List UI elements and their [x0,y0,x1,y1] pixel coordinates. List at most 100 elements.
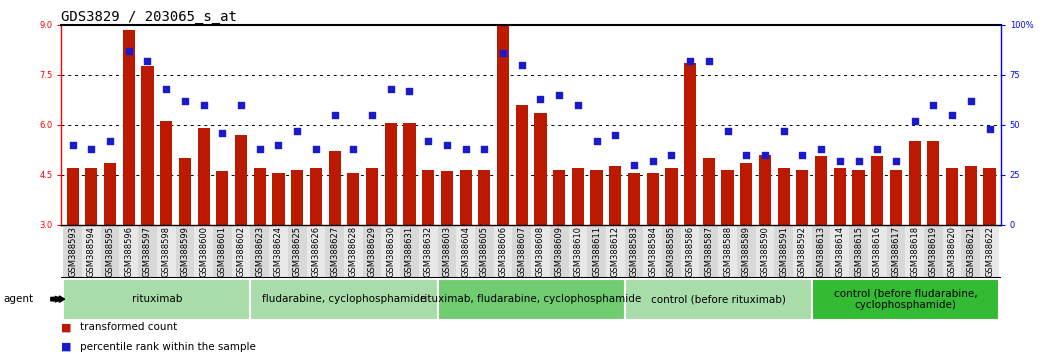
Bar [213,225,232,278]
Bar [176,225,194,278]
Bar [684,63,696,225]
Point [121,48,138,53]
Bar [796,170,808,225]
Text: GSM388597: GSM388597 [143,226,152,277]
Bar [703,158,715,225]
Point [214,130,231,136]
Text: GSM388601: GSM388601 [218,226,227,277]
Bar [965,166,976,225]
Bar [86,168,97,225]
Text: GSM388625: GSM388625 [292,226,302,277]
Text: GSM388584: GSM388584 [648,226,658,277]
Bar [830,225,849,278]
Text: GSM388617: GSM388617 [892,226,900,277]
Bar [591,170,603,225]
Bar [366,168,378,225]
Bar [759,155,771,225]
Bar [160,121,173,225]
Bar [756,225,774,278]
Bar [423,170,434,225]
Text: control (before fludarabine,
cyclophosphamide): control (before fludarabine, cyclophosph… [833,288,977,310]
Text: GSM388631: GSM388631 [405,226,414,277]
Bar [516,105,527,225]
Bar [272,173,285,225]
Bar [306,225,325,278]
Bar [628,173,640,225]
Point [102,138,119,144]
Point [663,152,680,158]
Text: GSM388603: GSM388603 [443,226,451,277]
Point [944,112,961,118]
Bar [793,225,812,278]
Point [570,102,587,108]
Point [65,142,82,148]
Text: GSM388600: GSM388600 [199,226,209,277]
Text: GSM388621: GSM388621 [966,226,975,277]
Text: rituximab: rituximab [131,294,182,304]
Bar [777,168,790,225]
Text: GSM388590: GSM388590 [760,226,770,277]
Bar [928,142,939,225]
Point [177,98,194,104]
Point [644,158,661,164]
Point [363,112,380,118]
Text: GSM388626: GSM388626 [311,226,321,277]
Point [475,146,492,152]
Text: GSM388622: GSM388622 [985,226,994,277]
Point [963,98,980,104]
Text: GSM388616: GSM388616 [873,226,882,277]
Bar [250,225,269,278]
Text: percentile rank within the sample: percentile rank within the sample [80,342,256,352]
Text: GSM388618: GSM388618 [910,226,919,277]
Point [850,158,867,164]
Bar [909,142,920,225]
Text: GSM388593: GSM388593 [68,226,77,277]
Point [925,102,941,108]
Point [345,146,362,152]
Text: fludarabine, cyclophosphamide: fludarabine, cyclophosphamide [262,294,426,304]
Text: GDS3829 / 203065_s_at: GDS3829 / 203065_s_at [61,10,237,24]
Point [775,128,792,133]
Text: GSM388583: GSM388583 [629,226,639,277]
Text: transformed count: transformed count [80,322,178,332]
Bar [535,113,546,225]
Bar [569,225,588,278]
Bar [531,225,550,278]
Point [401,88,418,93]
Bar [644,225,662,278]
Point [719,128,736,133]
Bar [740,163,752,225]
Text: GSM388587: GSM388587 [704,226,714,277]
Text: GSM388615: GSM388615 [854,226,863,277]
Text: GSM388607: GSM388607 [517,226,526,277]
Bar [347,173,359,225]
Bar [310,168,322,225]
Point [495,50,511,56]
Bar [665,168,678,225]
Bar [497,27,509,225]
Text: GSM388592: GSM388592 [797,226,807,277]
Bar [123,30,134,225]
Bar [381,225,400,278]
Point [251,146,268,152]
Bar [718,225,737,278]
Text: GSM388604: GSM388604 [461,226,470,277]
Point [812,146,829,152]
Bar [344,225,362,278]
Point [532,96,549,102]
Bar [179,158,191,225]
Text: GSM388620: GSM388620 [948,226,956,277]
Text: ■: ■ [61,322,72,332]
Text: GSM388606: GSM388606 [499,226,507,277]
Bar [681,225,700,278]
Text: GSM388612: GSM388612 [611,226,620,277]
Text: GSM388613: GSM388613 [816,226,826,277]
FancyBboxPatch shape [250,279,437,320]
Bar [288,225,306,278]
Point [419,138,436,144]
Point [588,138,605,144]
Bar [441,171,453,225]
Point [981,126,998,132]
Bar [254,168,266,225]
Bar [833,168,846,225]
